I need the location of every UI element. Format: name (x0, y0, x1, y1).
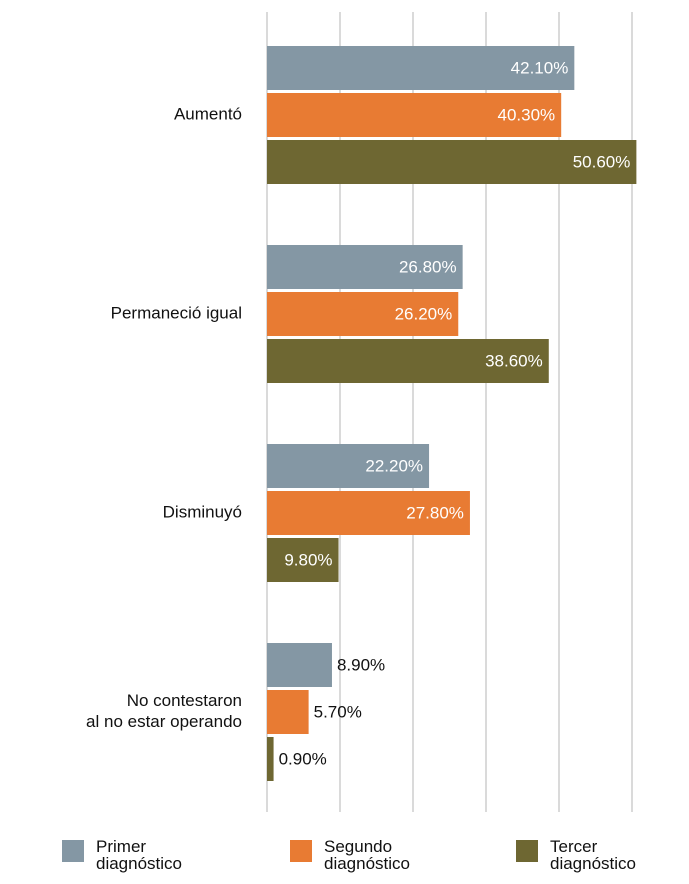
value-label: 8.90% (337, 655, 385, 674)
bar (267, 339, 549, 383)
legend-label: Primer diagnóstico (96, 837, 183, 873)
bar (267, 46, 575, 90)
value-label: 22.20% (365, 456, 423, 475)
value-label: 42.10% (511, 58, 569, 77)
value-label: 0.90% (279, 749, 327, 768)
value-label: 9.80% (284, 550, 332, 569)
legend-swatch (516, 840, 538, 862)
legend-label: Tercer diagnóstico (550, 837, 637, 873)
value-label: 27.80% (406, 503, 464, 522)
value-label: 38.60% (485, 351, 543, 370)
bar (267, 292, 459, 336)
bar (267, 737, 274, 781)
bar (267, 690, 309, 734)
legend-swatch (62, 840, 84, 862)
category-label: Aumentó (173, 104, 242, 124)
value-label: 26.20% (395, 304, 453, 323)
bar (267, 643, 332, 687)
bar (267, 93, 562, 137)
bar (267, 491, 470, 535)
value-label: 50.60% (573, 152, 631, 171)
category-label: Disminuyó (162, 502, 242, 522)
value-label: 26.80% (399, 257, 457, 276)
value-label: 5.70% (314, 702, 362, 721)
legend-swatch (290, 840, 312, 862)
legend-label: Segundo diagnóstico (324, 837, 411, 873)
bar (267, 538, 339, 582)
category-label: No contestaron al no estar operando (86, 691, 242, 731)
bar (267, 444, 430, 488)
bar (267, 245, 463, 289)
category-label: Permaneció igual (110, 303, 242, 323)
value-label: 40.30% (498, 105, 556, 124)
bar (267, 140, 637, 184)
